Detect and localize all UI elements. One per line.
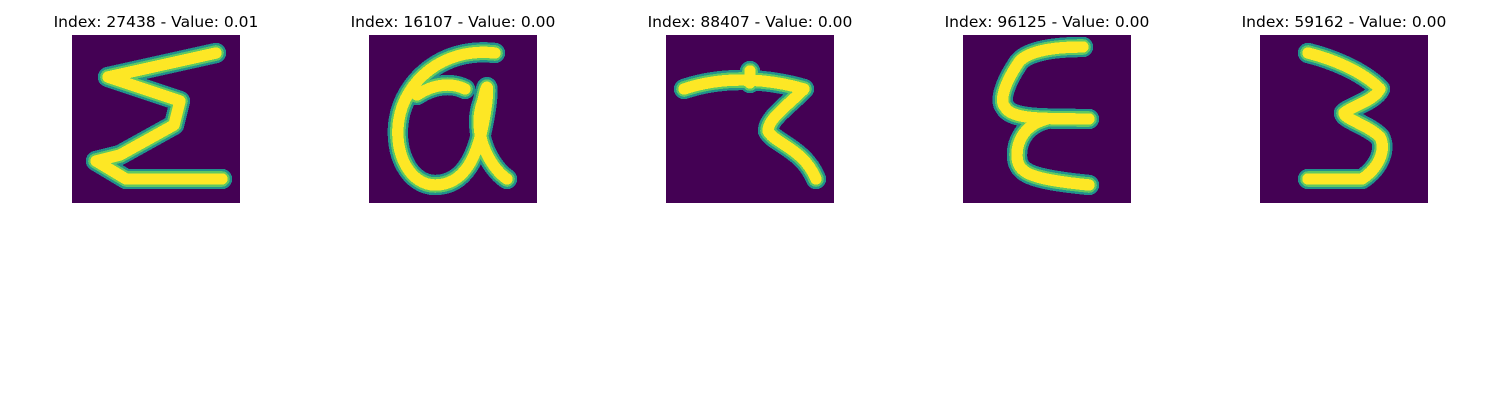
digit-image (963, 35, 1131, 203)
digit-image (72, 35, 240, 203)
panel-1: Index: 27438 - Value: 0.01 (6, 0, 306, 210)
panel-4: Index: 96125 - Value: 0.00 (897, 0, 1197, 210)
digit-image (369, 35, 537, 203)
glyph-stroke-core (90, 47, 228, 185)
panel-title: Index: 27438 - Value: 0.01 (53, 13, 259, 31)
panel-title: Index: 88407 - Value: 0.00 (647, 13, 853, 31)
digit-image (1260, 35, 1428, 203)
glyph-stroke-core (996, 41, 1095, 191)
digit-image (666, 35, 834, 203)
panel-5: Index: 59162 - Value: 0.00 (1194, 0, 1494, 210)
panel-title: Index: 59162 - Value: 0.00 (1241, 13, 1447, 31)
glyph-stroke-core (392, 46, 513, 191)
panel-2: Index: 16107 - Value: 0.00 (303, 0, 603, 210)
glyph-stroke-core (678, 65, 822, 185)
panel-title: Index: 16107 - Value: 0.00 (350, 13, 556, 31)
panel-title: Index: 96125 - Value: 0.00 (944, 13, 1150, 31)
panel-3: Index: 88407 - Value: 0.00 (600, 0, 900, 210)
glyph-stroke-core (1302, 47, 1388, 185)
